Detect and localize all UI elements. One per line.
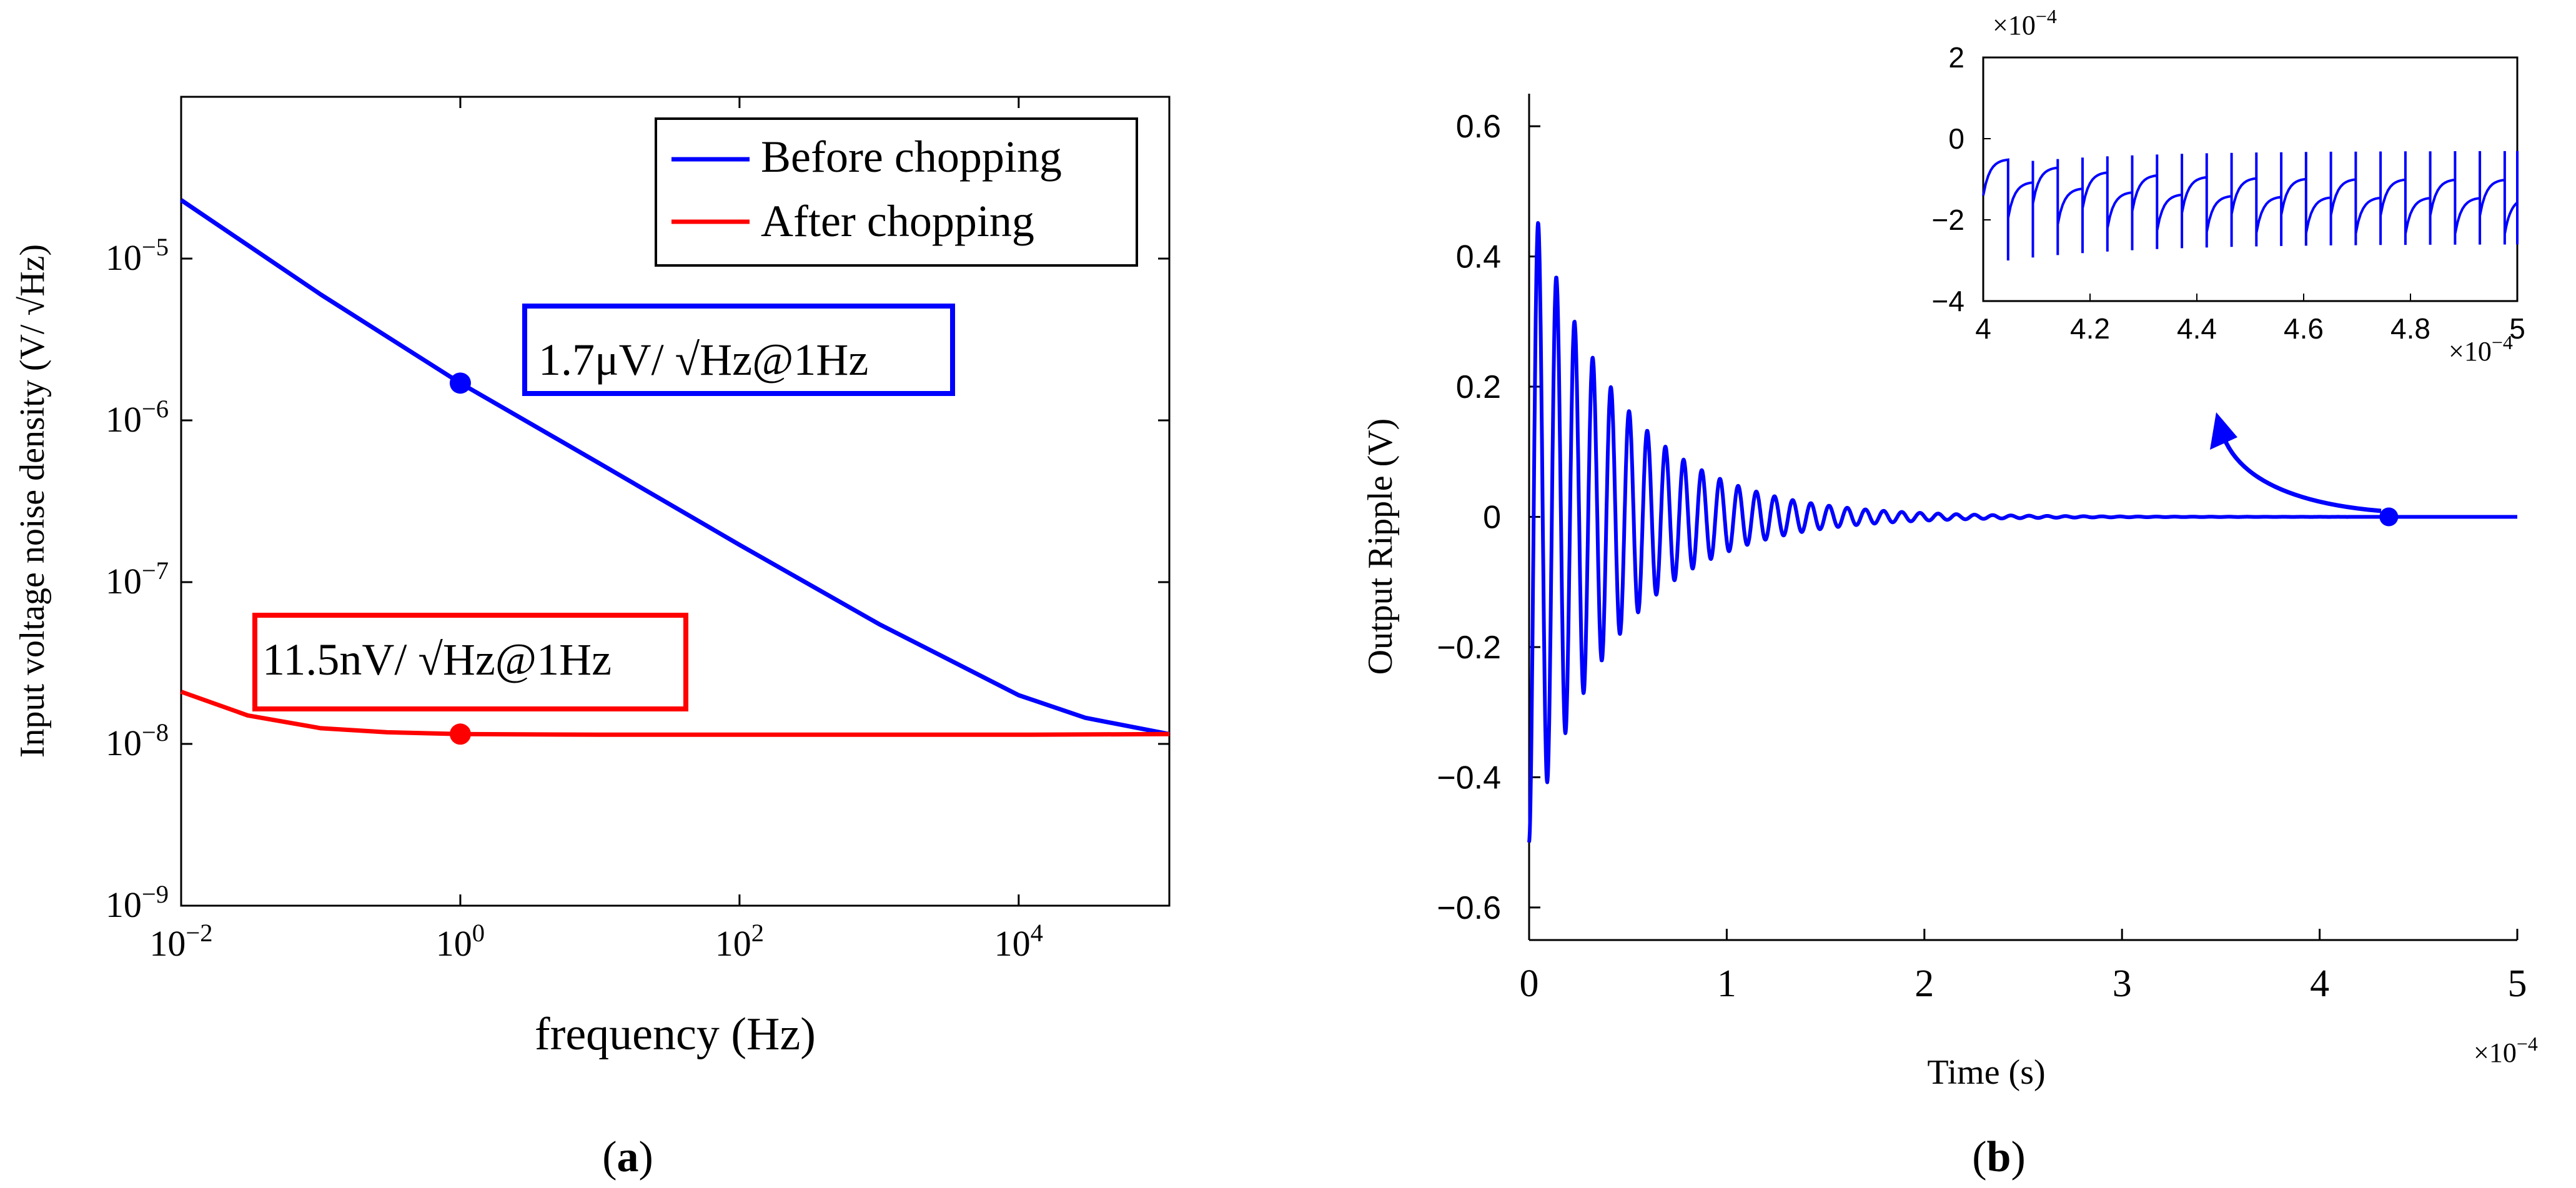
inset-x-tick-label: 4.4 <box>2177 312 2217 345</box>
b-y-tick-label: −0.6 <box>1437 890 1501 926</box>
zoom-marker <box>2379 507 2399 527</box>
b-y-tick-label: −0.2 <box>1437 630 1501 666</box>
b-y-tick-label: −0.4 <box>1437 760 1501 796</box>
panel-b-x-multiplier: ×10−4 <box>2474 1032 2538 1068</box>
annotation-before: 1.7μV/ √Hz@1Hz <box>538 335 868 385</box>
inset-y-tick-label: −2 <box>1932 204 1964 236</box>
panel-a-curves <box>180 198 1170 745</box>
inset-x-tick-label: 4 <box>1975 312 1991 345</box>
annotation-after: 11.5nV/ √Hz@1Hz <box>262 635 612 685</box>
inset-y-tick-label: 0 <box>1948 122 1964 155</box>
panel-b-inset: 4 4.2 4.4 4.6 4.8 5 −4 −2 0 2 ×10−4 ×10−4 <box>1932 5 2525 367</box>
b-x-tick-label: 2 <box>1915 963 1934 1005</box>
panel-b-ticks: 0 1 2 3 4 5 −0.6 −0.4 −0.2 0 0.2 0.4 0.6 <box>1437 109 2527 1005</box>
b-y-tick-label: 0 <box>1483 500 1501 536</box>
inset-x-tick-label: 4.8 <box>2390 312 2430 345</box>
panel-a-ylabel: Input voltage noise density (V/ √Hz) <box>13 244 52 758</box>
b-x-tick-label: 3 <box>2113 963 2132 1005</box>
series-before-chopping <box>180 198 1170 736</box>
inset-x-tick-label: 4.2 <box>2070 312 2110 345</box>
a-y-tick-label: 10−8 <box>106 718 169 763</box>
marker-after-1hz <box>449 723 471 745</box>
panel-b-caption: (b) <box>1972 1133 2026 1181</box>
panel-b: 0 1 2 3 4 5−0.6−0.4−0.200.20.40.6 4 4.2 4.4 4.6 4… <box>1361 5 2538 1181</box>
b-y-tick-label: 0.2 <box>1456 369 1501 405</box>
series-output-ripple <box>1527 221 2519 843</box>
zoom-arrow-head <box>2210 412 2237 450</box>
a-x-tick-label: 104 <box>994 919 1043 964</box>
inset-series <box>1982 151 2519 260</box>
a-x-tick-label: 102 <box>715 919 764 964</box>
zoom-arrow <box>2221 436 2382 513</box>
b-x-tick-label: 5 <box>2508 963 2527 1005</box>
panel-a-letter: a <box>617 1133 639 1181</box>
inset-y-tick-label: 2 <box>1948 41 1964 74</box>
inset-y-tick-label: −4 <box>1932 285 1964 317</box>
a-y-tick-label: 10−6 <box>106 395 169 440</box>
legend-box <box>655 117 1138 267</box>
series-after-chopping <box>180 690 1170 737</box>
panel-b-ylabel: Output Ripple (V) <box>1361 418 1400 675</box>
inset-x-multiplier: ×10−4 <box>2449 331 2513 367</box>
legend-label-before: Before chopping <box>761 132 1062 182</box>
legend-label-after: After chopping <box>761 196 1034 246</box>
panel-a-xlabel: frequency (Hz) <box>535 1009 816 1060</box>
inset-x-tick-label: 4.6 <box>2284 312 2324 345</box>
annotation-box-before <box>522 304 955 396</box>
b-x-tick-label: 0 <box>1520 963 1539 1005</box>
b-x-tick-label: 1 <box>1717 963 1736 1005</box>
inset-curve <box>1982 151 2519 260</box>
panel-a-caption: (a) <box>602 1133 653 1181</box>
a-y-tick-label: 10−7 <box>106 557 169 601</box>
panel-b-xlabel: Time (s) <box>1927 1053 2045 1092</box>
panel-b-curves <box>1527 221 2519 843</box>
b-y-tick-label: 0.4 <box>1456 239 1501 275</box>
a-x-tick-label: 10−2 <box>149 919 212 964</box>
panel-a-legend: Before chopping After chopping <box>655 117 1138 267</box>
inset-y-multiplier: ×10−4 <box>1993 5 2057 41</box>
panel-b-letter: b <box>1987 1133 2011 1181</box>
b-y-tick-label: 0.6 <box>1456 109 1501 145</box>
a-y-tick-label: 10−5 <box>106 233 169 278</box>
a-x-tick-label: 100 <box>436 919 485 964</box>
panel-a-ticks: 10−2 100 102 104 10−9 10−8 10−7 10−6 10−5 <box>106 97 1169 964</box>
inset-x-tick-label: 5 <box>2509 312 2525 345</box>
inset-ticks: 4 4.2 4.4 4.6 4.8 5 −4 −2 0 2 <box>1932 41 2525 345</box>
annotation-box-after <box>252 613 688 711</box>
panel-a: 10−2 100 102 104 10−9 10−8 10−7 10−6 10−5 Before… <box>13 96 1171 1181</box>
marker-before-1hz <box>449 372 471 394</box>
panel-a-axes-box <box>180 96 1171 907</box>
b-x-tick-label: 4 <box>2310 963 2329 1005</box>
a-y-tick-label: 10−9 <box>106 880 169 925</box>
